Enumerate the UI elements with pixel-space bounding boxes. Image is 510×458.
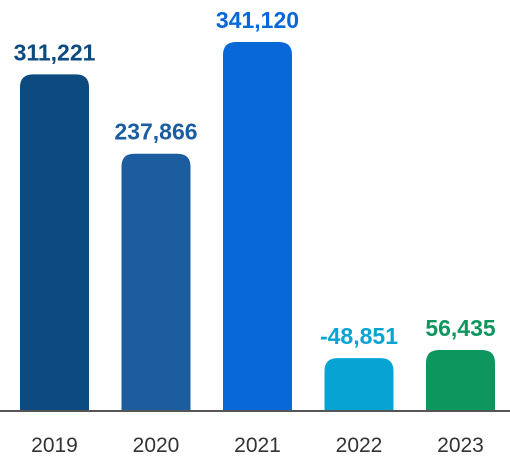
bar-2021 (223, 42, 292, 411)
data-label-2019: 311,221 (14, 39, 96, 65)
x-axis-ticks-group: 2019 2020 2021 2022 2023 (31, 434, 484, 457)
data-label-2022: -48,851 (320, 323, 398, 349)
x-tick-label-2020: 2020 (133, 434, 180, 457)
bars-group (20, 42, 495, 412)
bar-2019 (20, 74, 89, 412)
data-label-2020: 237,866 (114, 119, 197, 145)
x-tick-label-2019: 2019 (31, 434, 78, 457)
data-label-2021: 341,120 (216, 7, 299, 33)
x-tick-label-2022: 2022 (336, 434, 383, 457)
data-labels-group: 311,221 237,866 341,120 -48,851 56,435 (14, 7, 496, 349)
bar-2020 (121, 153, 191, 411)
bar-2022 (324, 358, 394, 411)
bar-2023 (426, 349, 495, 411)
x-tick-label-2021: 2021 (234, 434, 281, 457)
x-tick-label-2023: 2023 (437, 434, 484, 457)
data-label-2023: 56,435 (425, 315, 496, 341)
